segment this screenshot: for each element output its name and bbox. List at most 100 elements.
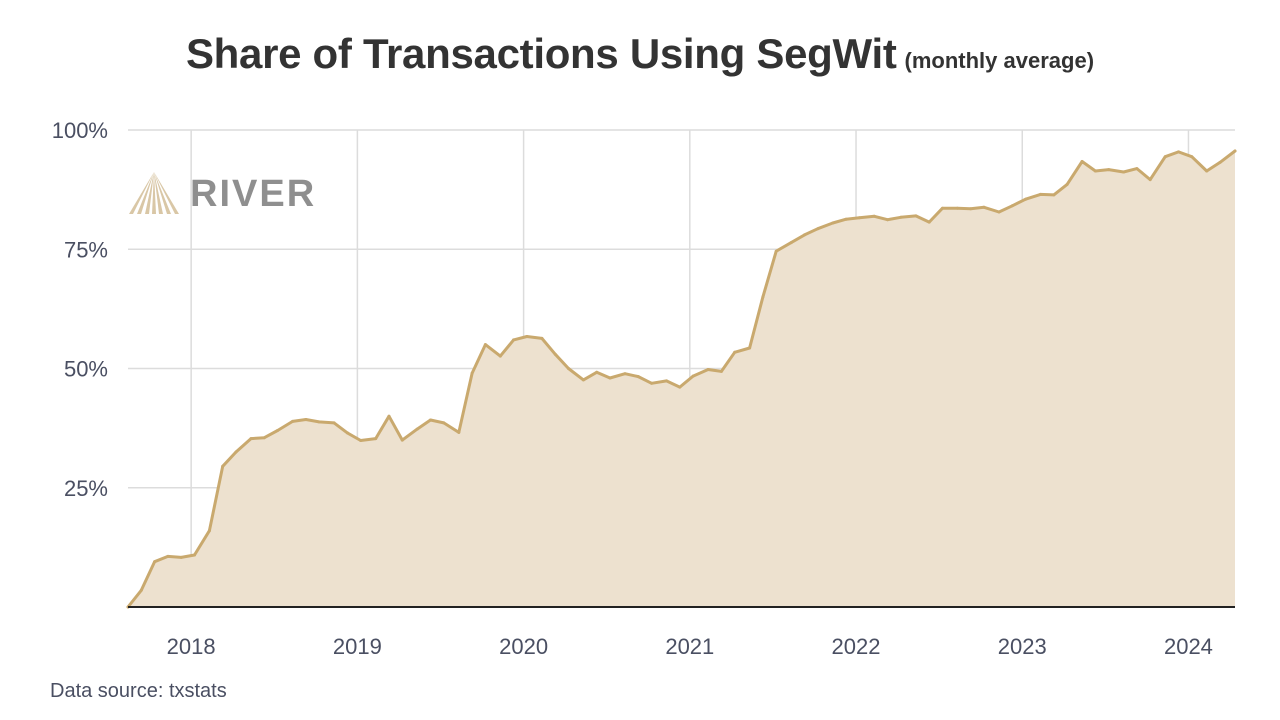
data-point xyxy=(789,241,793,245)
data-point xyxy=(1107,168,1111,172)
data-point xyxy=(470,371,474,375)
data-point xyxy=(608,376,612,380)
y-tick-label: 100% xyxy=(52,118,108,143)
data-point xyxy=(803,233,806,237)
data-point xyxy=(1163,155,1167,159)
data-point xyxy=(332,421,336,425)
data-point xyxy=(483,343,487,347)
data-point xyxy=(665,379,668,383)
data-point xyxy=(969,207,973,211)
data-point xyxy=(941,206,944,210)
y-tick-label: 75% xyxy=(64,237,108,262)
data-point xyxy=(512,338,516,342)
data-point xyxy=(636,375,640,379)
data-point xyxy=(166,554,170,558)
data-point xyxy=(1233,149,1237,153)
data-point xyxy=(761,295,765,299)
data-point xyxy=(193,553,196,557)
data-point xyxy=(139,588,143,592)
data-point xyxy=(719,369,723,373)
data-point xyxy=(650,381,654,385)
data-point xyxy=(581,378,585,382)
data-point xyxy=(400,438,404,442)
data-point xyxy=(1010,204,1014,208)
data-point xyxy=(1177,150,1180,154)
data-point xyxy=(831,221,835,225)
data-point xyxy=(234,450,238,454)
data-point xyxy=(317,420,321,424)
data-point xyxy=(774,249,778,253)
data-point xyxy=(857,216,861,220)
data-point xyxy=(844,217,848,221)
data-point xyxy=(1190,155,1194,159)
data-point xyxy=(567,367,570,370)
data-point xyxy=(914,214,918,218)
data-point xyxy=(540,336,544,340)
x-tick-label: 2023 xyxy=(998,634,1047,659)
y-tick-label: 25% xyxy=(64,476,108,501)
chart-title: Share of Transactions Using SegWit xyxy=(185,30,897,77)
data-point xyxy=(1052,193,1056,197)
data-point xyxy=(595,370,599,374)
x-tick-label: 2019 xyxy=(333,634,382,659)
data-point xyxy=(249,437,253,441)
river-logo-mark-icon xyxy=(129,172,179,214)
data-point xyxy=(457,430,461,434)
data-point xyxy=(872,214,876,218)
data-point xyxy=(291,419,295,423)
data-point xyxy=(927,220,931,224)
data-point xyxy=(429,418,432,422)
chart-subtitle: (monthly average) xyxy=(904,48,1095,73)
data-point xyxy=(706,368,710,371)
data-point xyxy=(955,206,959,210)
data-point xyxy=(1093,169,1097,173)
data-point xyxy=(678,385,682,389)
data-point xyxy=(442,421,446,425)
x-tick-label: 2024 xyxy=(1164,634,1213,659)
data-point xyxy=(153,560,157,564)
data-point xyxy=(623,372,627,376)
data-point xyxy=(1024,197,1028,201)
data-point xyxy=(899,215,903,219)
x-tick-label: 2022 xyxy=(832,634,881,659)
data-point xyxy=(1205,169,1209,173)
data-point xyxy=(982,205,986,209)
data-point xyxy=(1122,170,1126,174)
data-point xyxy=(886,218,890,222)
data-point xyxy=(179,555,183,559)
data-point xyxy=(1065,182,1069,186)
data-point xyxy=(1135,167,1139,171)
river-logo-text: RIVER xyxy=(190,173,316,215)
area-layer xyxy=(126,149,1237,609)
data-point xyxy=(498,354,502,358)
data-point xyxy=(345,431,349,435)
x-tick-label: 2018 xyxy=(167,634,216,659)
data-point xyxy=(304,418,308,421)
data-point xyxy=(1218,160,1222,164)
data-point xyxy=(553,352,557,356)
series-area-fill xyxy=(128,151,1235,607)
y-tick-label: 50% xyxy=(64,357,108,382)
data-point xyxy=(816,227,820,231)
data-source-note: Data source: txstats xyxy=(50,680,227,702)
data-point xyxy=(276,429,280,432)
data-point xyxy=(1039,192,1042,196)
river-logo: RIVER xyxy=(129,172,316,215)
data-point xyxy=(997,210,1001,214)
data-point xyxy=(221,464,225,468)
data-point xyxy=(1080,160,1084,163)
data-point xyxy=(525,335,529,338)
data-point xyxy=(262,436,266,440)
data-point xyxy=(415,427,419,431)
data-point xyxy=(387,414,391,418)
x-tick-label: 2020 xyxy=(499,634,548,659)
chart-title-block: Share of Transactions Using SegWit (month… xyxy=(0,30,1280,78)
data-point xyxy=(691,374,695,378)
data-point xyxy=(207,529,211,533)
data-point xyxy=(733,350,737,354)
data-point xyxy=(748,346,752,350)
data-point xyxy=(1148,178,1152,182)
x-tick-label: 2021 xyxy=(665,634,714,659)
axis-layer: 25% 50% 75% 100% 2018 2019 2020 2021 2022 2023 202… xyxy=(52,118,1235,659)
